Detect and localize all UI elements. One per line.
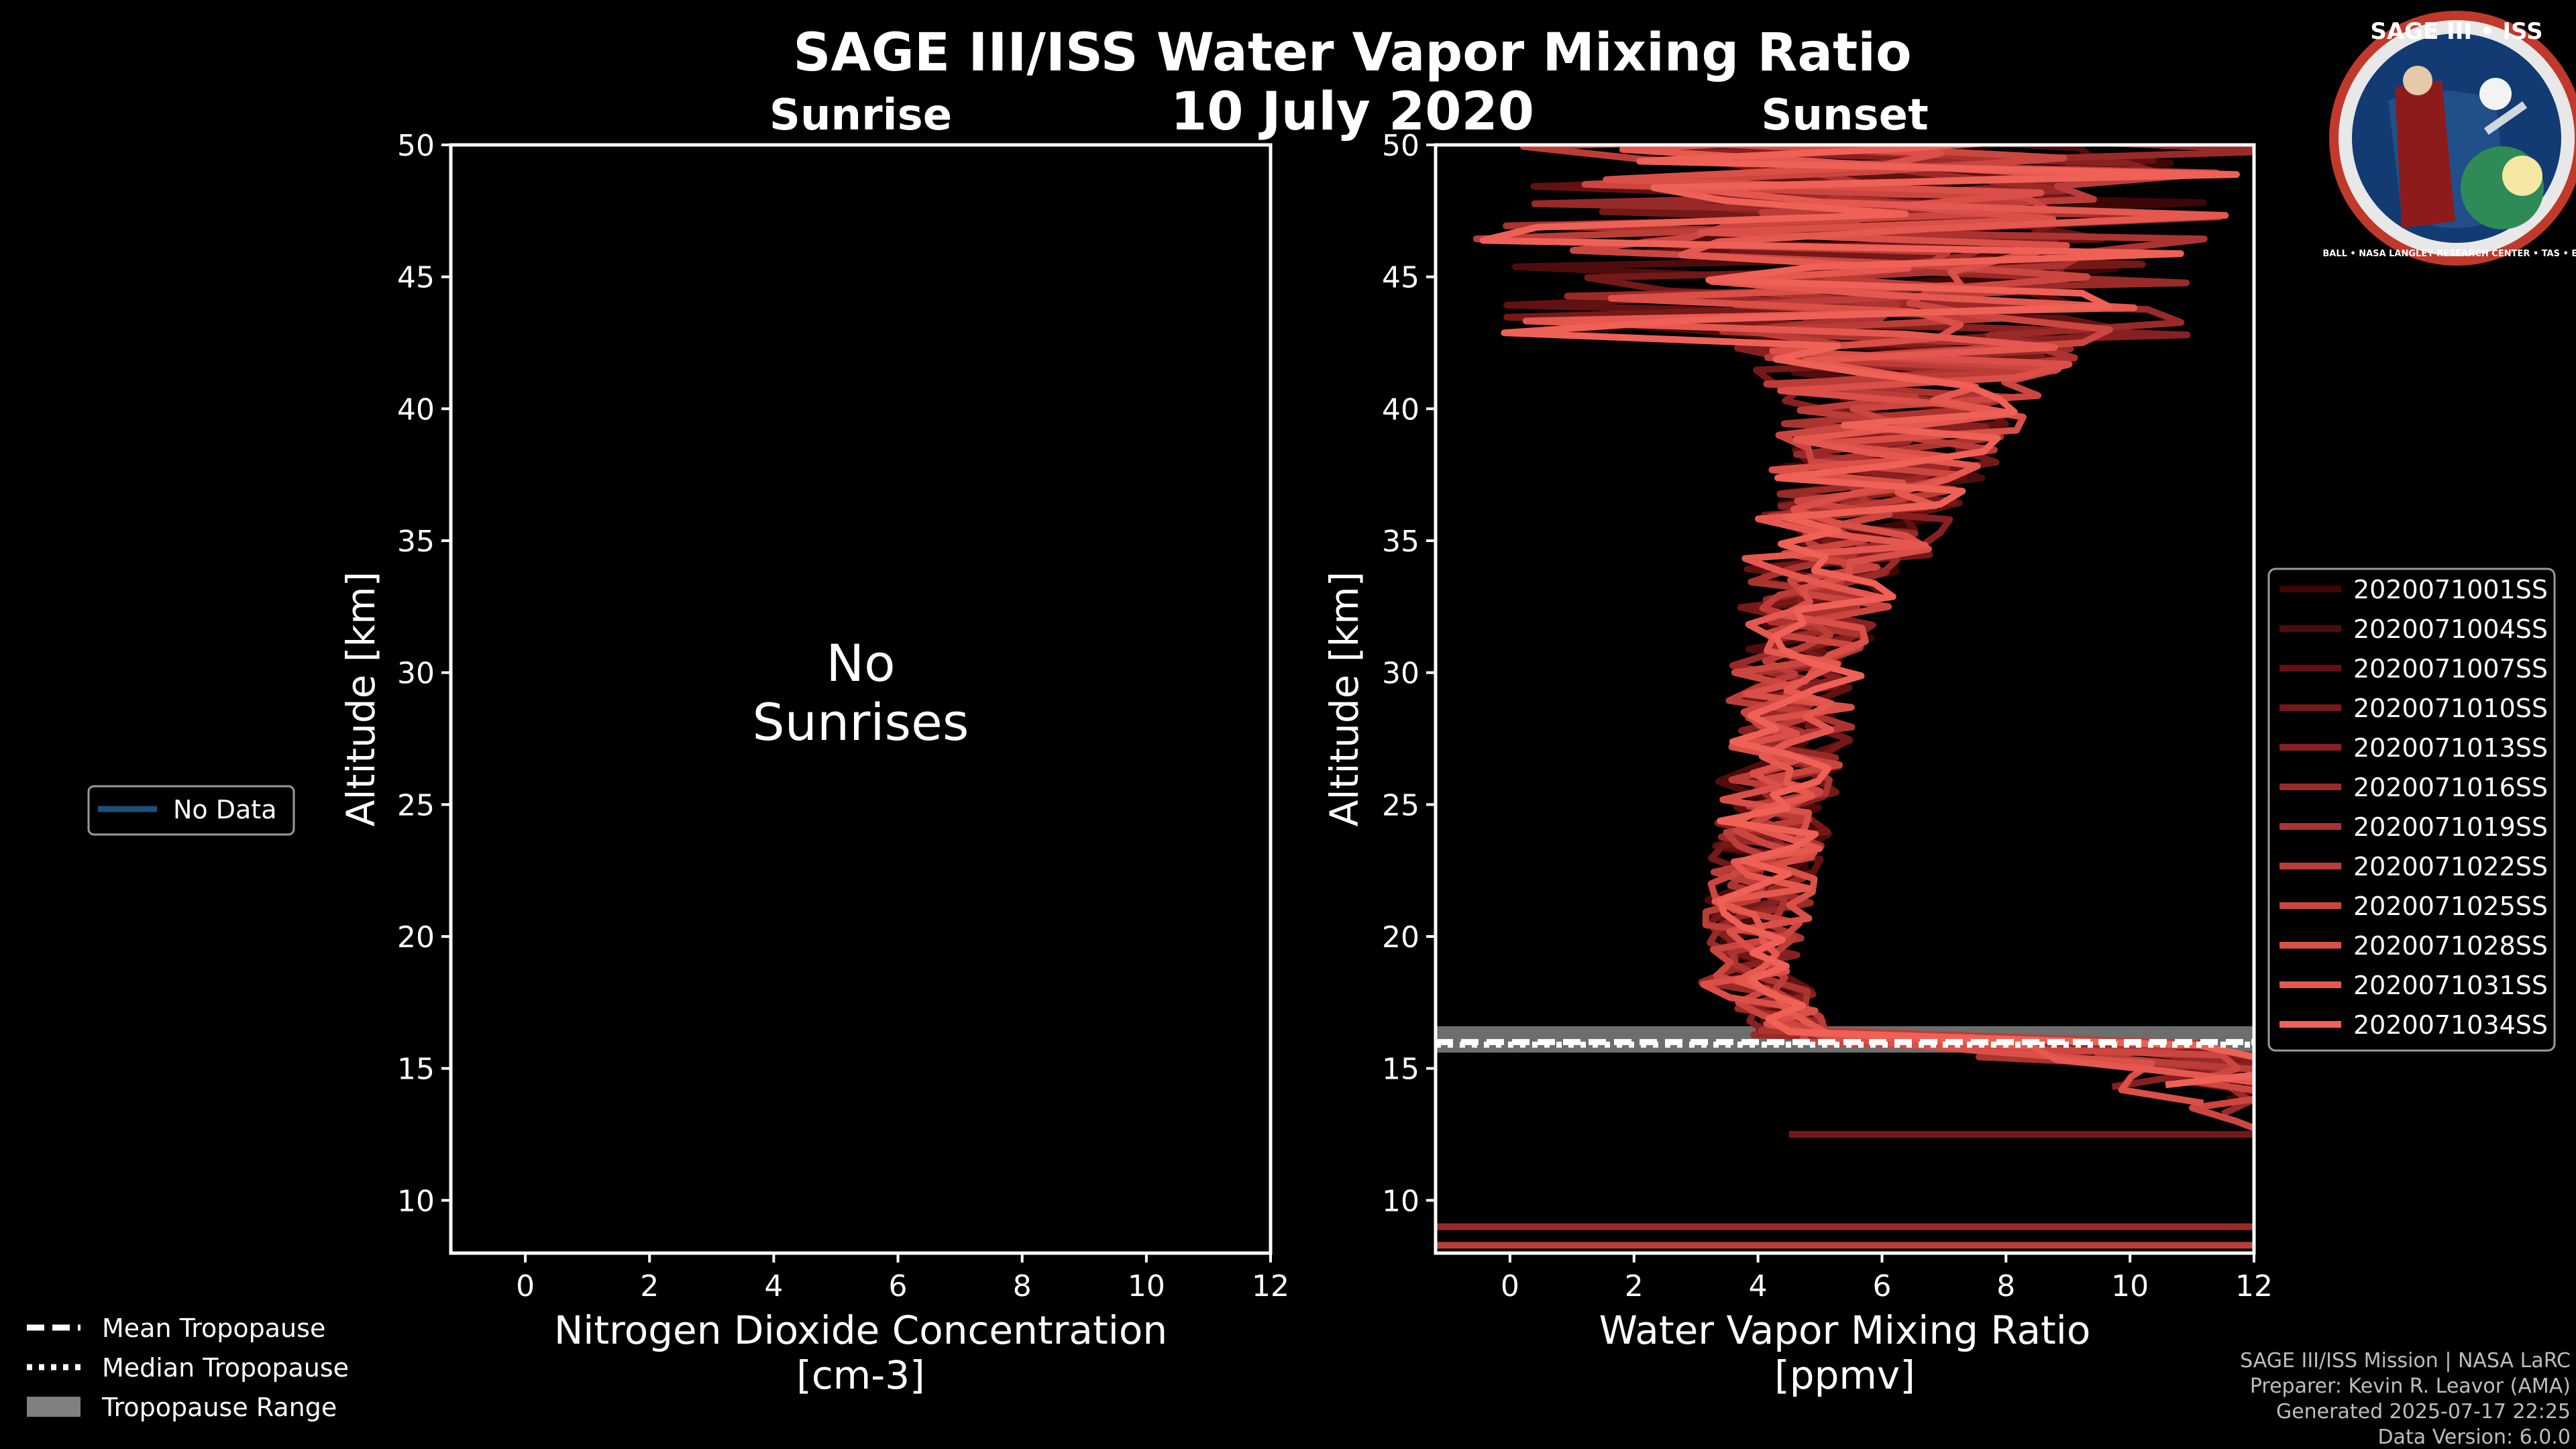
legend-label-2020071019SS: 2020071019SS [2353,812,2548,842]
left-plot-frame [449,143,1273,1255]
left-y-tick-label: 25 [397,788,435,822]
sun-icon [2502,156,2542,196]
no-sunrises-line1: No [826,633,895,693]
legend-label-2020071007SS: 2020071007SS [2353,654,2548,684]
left-x-tick-label: 10 [1128,1269,1165,1303]
legend-label-2020071010SS: 2020071010SS [2353,694,2548,723]
profile-line-2020071034SS [1479,145,2254,1089]
right-x-tick-label: 8 [1996,1269,2015,1303]
left-y-tick-label: 35 [397,525,435,559]
scientist-head-icon [2403,66,2432,95]
left-x-tick-label: 0 [516,1269,535,1303]
profiles-legend-items: 2020071001SS 2020071004SS 2020071007SS 2020… [2279,575,2548,1040]
legend-label-2020071025SS: 2020071025SS [2353,892,2548,921]
right-x-tick-label: 2 [1625,1269,1644,1303]
left-panel: 0 2 4 6 8 10 12 10 15 20 25 30 35 40 45 50 No Sunrises… [338,129,1289,1398]
left-x-axis-label: Nitrogen Dioxide Concentration [554,1307,1167,1353]
right-y-tick-label: 50 [1382,129,1419,163]
right-y-tick-label: 15 [1382,1053,1419,1087]
right-y-tick-label: 35 [1382,525,1419,559]
no-data-label: No Data [173,795,277,824]
left-panel-title: Sunrise [769,91,952,140]
right-y-tick-label: 25 [1382,788,1419,822]
left-y-tick-label: 15 [397,1053,435,1087]
no-data-legend: No Data [87,785,295,836]
profile-line-2020071031SS [1522,145,2254,1086]
left-y-tick-label: 10 [397,1184,435,1218]
chart-title: SAGE III/ISS Water Vapor Mixing Ratio [793,23,1911,83]
right-y-ticks: 10 15 20 25 30 35 40 45 50 [1382,129,1436,1218]
right-plot-content [1436,145,2254,1249]
right-x-tick-label: 10 [2111,1269,2149,1303]
legend-label-2020071022SS: 2020071022SS [2353,852,2548,881]
credits-generated: Generated 2025-07-17 22:25 [2276,1400,2571,1424]
right-y-tick-label: 10 [1382,1184,1419,1218]
right-y-tick-label: 30 [1382,657,1419,691]
credits-preparer: Preparer: Kevin R. Leavor (AMA) [2250,1375,2571,1398]
iss-icon [2483,101,2528,135]
left-y-tick-label: 45 [397,261,435,295]
legend-label-2020071028SS: 2020071028SS [2353,931,2548,961]
left-x-tick-label: 8 [1013,1269,1032,1303]
right-x-axis-label: Water Vapor Mixing Ratio [1599,1307,2091,1353]
right-x-axis-units: [ppmv] [1774,1352,1915,1398]
right-panel-title: Sunset [1761,91,1928,140]
mean-tropopause-label: Mean Tropopause [102,1313,325,1343]
chart-date: 10 July 2020 [1171,82,1534,142]
median-tropopause-label: Median Tropopause [102,1353,349,1383]
profiles-legend-box [2267,568,2556,1052]
left-y-tick-label: 30 [397,657,435,691]
left-x-ticks: 0 2 4 6 8 10 12 [516,1253,1289,1303]
no-sunrises-line2: Sunrises [753,692,969,752]
left-y-tick-label: 50 [397,129,435,163]
profiles-legend: 2020071001SS 2020071004SS 2020071007SS 2020… [2267,568,2556,1052]
left-y-tick-label: 20 [397,920,435,955]
sage-mission-logo: SAGE III • ISS BALL • NASA LANGLEY RESEA… [2322,11,2576,266]
right-x-tick-label: 12 [2235,1269,2273,1303]
left-x-tick-label: 4 [764,1269,783,1303]
scientist-figure-icon [2395,80,2455,228]
right-y-tick-label: 40 [1382,392,1419,427]
right-x-tick-label: 6 [1872,1269,1891,1303]
legend-label-2020071004SS: 2020071004SS [2353,614,2548,644]
no-data-legend-box [87,785,295,836]
left-x-tick-label: 6 [889,1269,908,1303]
left-y-axis-label: Altitude [km] [338,572,384,826]
right-panel: 0 2 4 6 8 10 12 10 15 20 25 30 35 40 45 50 Water Vapor… [1322,129,2273,1398]
right-y-tick-label: 20 [1382,920,1419,955]
left-x-axis-units: [cm-3] [796,1352,924,1398]
moon-icon [2479,78,2512,110]
right-plot-frame [1434,143,2256,1255]
right-x-tick-label: 4 [1749,1269,1768,1303]
credits-mission: SAGE III/ISS Mission | NASA LaRC [2240,1349,2571,1373]
tropopause-range-swatch [27,1397,80,1417]
right-y-tick-label: 45 [1382,261,1419,295]
logo-ring-text: BALL • NASA LANGLEY RESEARCH CENTER • TA… [2322,249,2576,259]
right-x-ticks: 0 2 4 6 8 10 12 [1501,1253,2273,1303]
legend-label-2020071034SS: 2020071034SS [2353,1010,2548,1040]
legend-label-2020071001SS: 2020071001SS [2353,575,2548,604]
left-y-tick-label: 40 [397,392,435,427]
credits: SAGE III/ISS Mission | NASA LaRC Prepare… [2240,1349,2571,1449]
left-x-tick-label: 12 [1252,1269,1289,1303]
left-x-tick-label: 2 [640,1269,659,1303]
tropopause-range-label: Tropopause Range [101,1393,337,1422]
legend-label-2020071013SS: 2020071013SS [2353,733,2548,763]
legend-label-2020071031SS: 2020071031SS [2353,971,2548,1000]
credits-data-version: Data Version: 6.0.0 [2378,1426,2571,1449]
right-x-tick-label: 0 [1501,1269,1519,1303]
profile-line-2020071028SS [1603,145,2204,1107]
legend-label-2020071016SS: 2020071016SS [2353,773,2548,802]
tropopause-legend: Mean Tropopause Median Tropopause Tropop… [27,1313,349,1422]
left-y-ticks: 10 15 20 25 30 35 40 45 50 [397,129,451,1218]
logo-title: SAGE III • ISS [2370,18,2542,45]
right-y-axis-label: Altitude [km] [1322,572,1367,826]
